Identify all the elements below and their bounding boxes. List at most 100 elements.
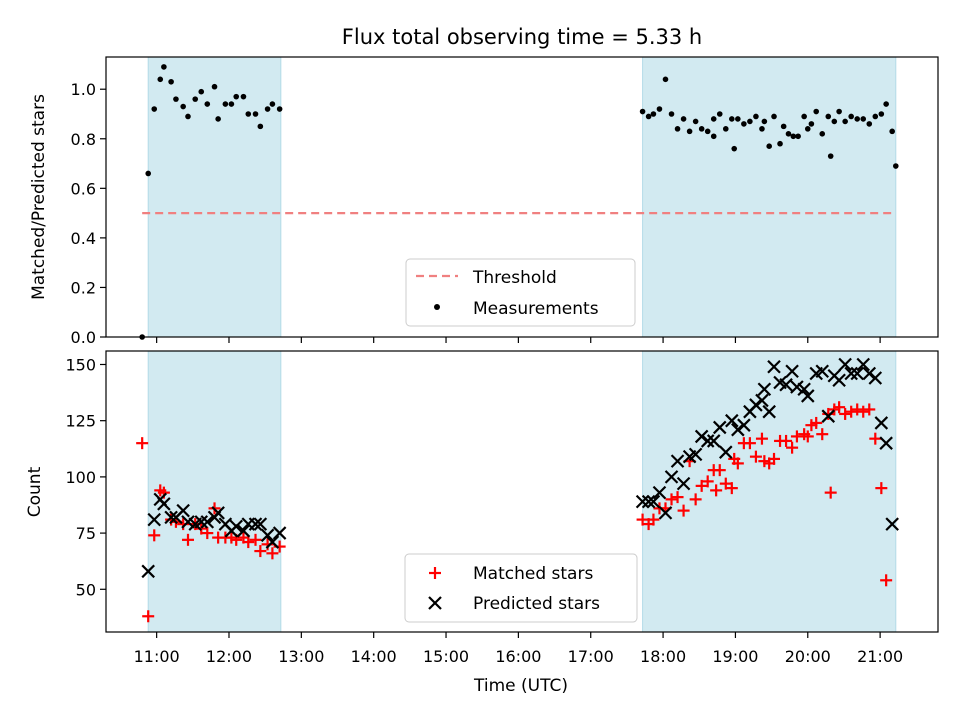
matched-star-point [816, 428, 829, 441]
measurement-point [211, 83, 218, 90]
predicted-star-point [821, 409, 836, 423]
observing-window-shade [642, 56, 897, 338]
predicted-star-point [236, 524, 251, 538]
measurement-point [848, 113, 854, 120]
predicted-star-point [779, 377, 793, 392]
y-tick-label: 50 [76, 580, 96, 599]
measurement-point [252, 111, 259, 117]
x-tick-label: 17:00 [568, 647, 614, 666]
measurement-point [192, 96, 199, 102]
measurement-point [168, 78, 174, 85]
measurement-point [722, 126, 729, 132]
matched-star-point [636, 513, 649, 526]
predicted-star-point [164, 510, 178, 525]
count-legend: Matched stars Predicted stars [404, 553, 638, 623]
measurement-point [753, 113, 759, 120]
count-legend-frame [404, 553, 638, 623]
measurement-point [808, 121, 815, 127]
matched-star-point [719, 477, 732, 490]
matched-star-point [665, 493, 678, 506]
observing-window-shade [147, 350, 282, 633]
matched-star-point [148, 529, 161, 542]
measurement-point [662, 76, 669, 83]
predicted-star-point [700, 434, 715, 448]
count-panel: 50 75 100 125 150 11:00 12:00 13:00 14:00 15:00 1… [25, 350, 939, 696]
matched-star-point [713, 464, 726, 477]
legend-measurements-swatch [434, 304, 440, 310]
predicted-star-point [147, 512, 162, 527]
x-tick-label: 18:00 [640, 647, 686, 666]
predicted-star-point [157, 497, 171, 511]
measurement-point [831, 118, 838, 125]
predicted-star-point [670, 454, 685, 468]
measurement-point [854, 116, 861, 122]
measurement-point [747, 118, 753, 125]
measurement-point [161, 64, 167, 70]
matched-star-point [701, 475, 714, 488]
predicted-star-point [879, 436, 893, 450]
y-tick-label: 75 [76, 524, 96, 543]
predicted-star-point [664, 470, 679, 484]
measurement-point [710, 133, 717, 140]
matched-star-point [786, 441, 799, 454]
predicted-star-point [844, 366, 858, 381]
measurement-point [185, 113, 191, 120]
measurement-point [233, 93, 240, 100]
measurement-point [766, 143, 772, 150]
predicted-star-point [688, 447, 703, 462]
matched-star-point [801, 430, 814, 443]
count-plot-frame [105, 350, 939, 633]
predicted-star-point [725, 413, 739, 428]
observing-window-shade [147, 56, 282, 338]
matched-star-point [136, 437, 149, 450]
measurement-point [892, 163, 899, 169]
measurement-point [842, 118, 848, 125]
matched-star-point [242, 536, 255, 549]
legend-threshold-label: Threshold [472, 268, 557, 288]
predicted-star-point [757, 382, 772, 396]
measurement-point [729, 116, 735, 122]
matched-star-point [768, 452, 781, 465]
y-tick-label: 0.8 [71, 130, 96, 149]
ratio-legend-frame [405, 258, 636, 327]
matched-star-point [780, 434, 793, 447]
measurement-point [686, 128, 693, 135]
measurement-point [656, 106, 663, 112]
y-tick-label: 0.0 [71, 328, 96, 347]
matched-star-point [822, 407, 835, 420]
matched-star-point [875, 482, 888, 495]
y-tick-label: 0.2 [71, 278, 96, 297]
matched-star-point [647, 513, 660, 526]
predicted-star-point [719, 445, 733, 459]
measurement-point [790, 133, 797, 140]
measurement-point [222, 101, 229, 107]
measurement-point [741, 121, 747, 127]
predicted-star-point [652, 485, 667, 500]
predicted-star-point [211, 506, 225, 520]
measurement-point [698, 126, 705, 132]
matched-star-point [743, 437, 756, 450]
measurement-point [801, 113, 807, 120]
matched-star-point [266, 547, 279, 560]
observing-window-shade [642, 350, 897, 633]
predicted-star-point [797, 382, 811, 396]
y-tick-label: 1.0 [71, 80, 96, 99]
y-tick-label: 150 [65, 355, 96, 374]
predicted-star-point [885, 517, 899, 531]
legend-predicted-label: Predicted stars [473, 594, 600, 614]
matched-star-point [249, 533, 262, 546]
measurement-point [692, 118, 699, 125]
ratio-legend: Threshold Measurements [405, 258, 636, 327]
predicted-star-point [868, 371, 883, 385]
x-tick-label: 21:00 [857, 647, 903, 666]
predicted-star-point [762, 404, 776, 419]
matched-star-point [845, 405, 858, 418]
count-y-axis-label: Count [25, 466, 45, 517]
matched-star-point [833, 401, 846, 414]
matched-star-point [810, 416, 823, 429]
measurement-point [889, 128, 895, 135]
measurement-point [674, 126, 681, 132]
matched-star-point [749, 450, 762, 463]
predicted-star-point [176, 503, 190, 518]
